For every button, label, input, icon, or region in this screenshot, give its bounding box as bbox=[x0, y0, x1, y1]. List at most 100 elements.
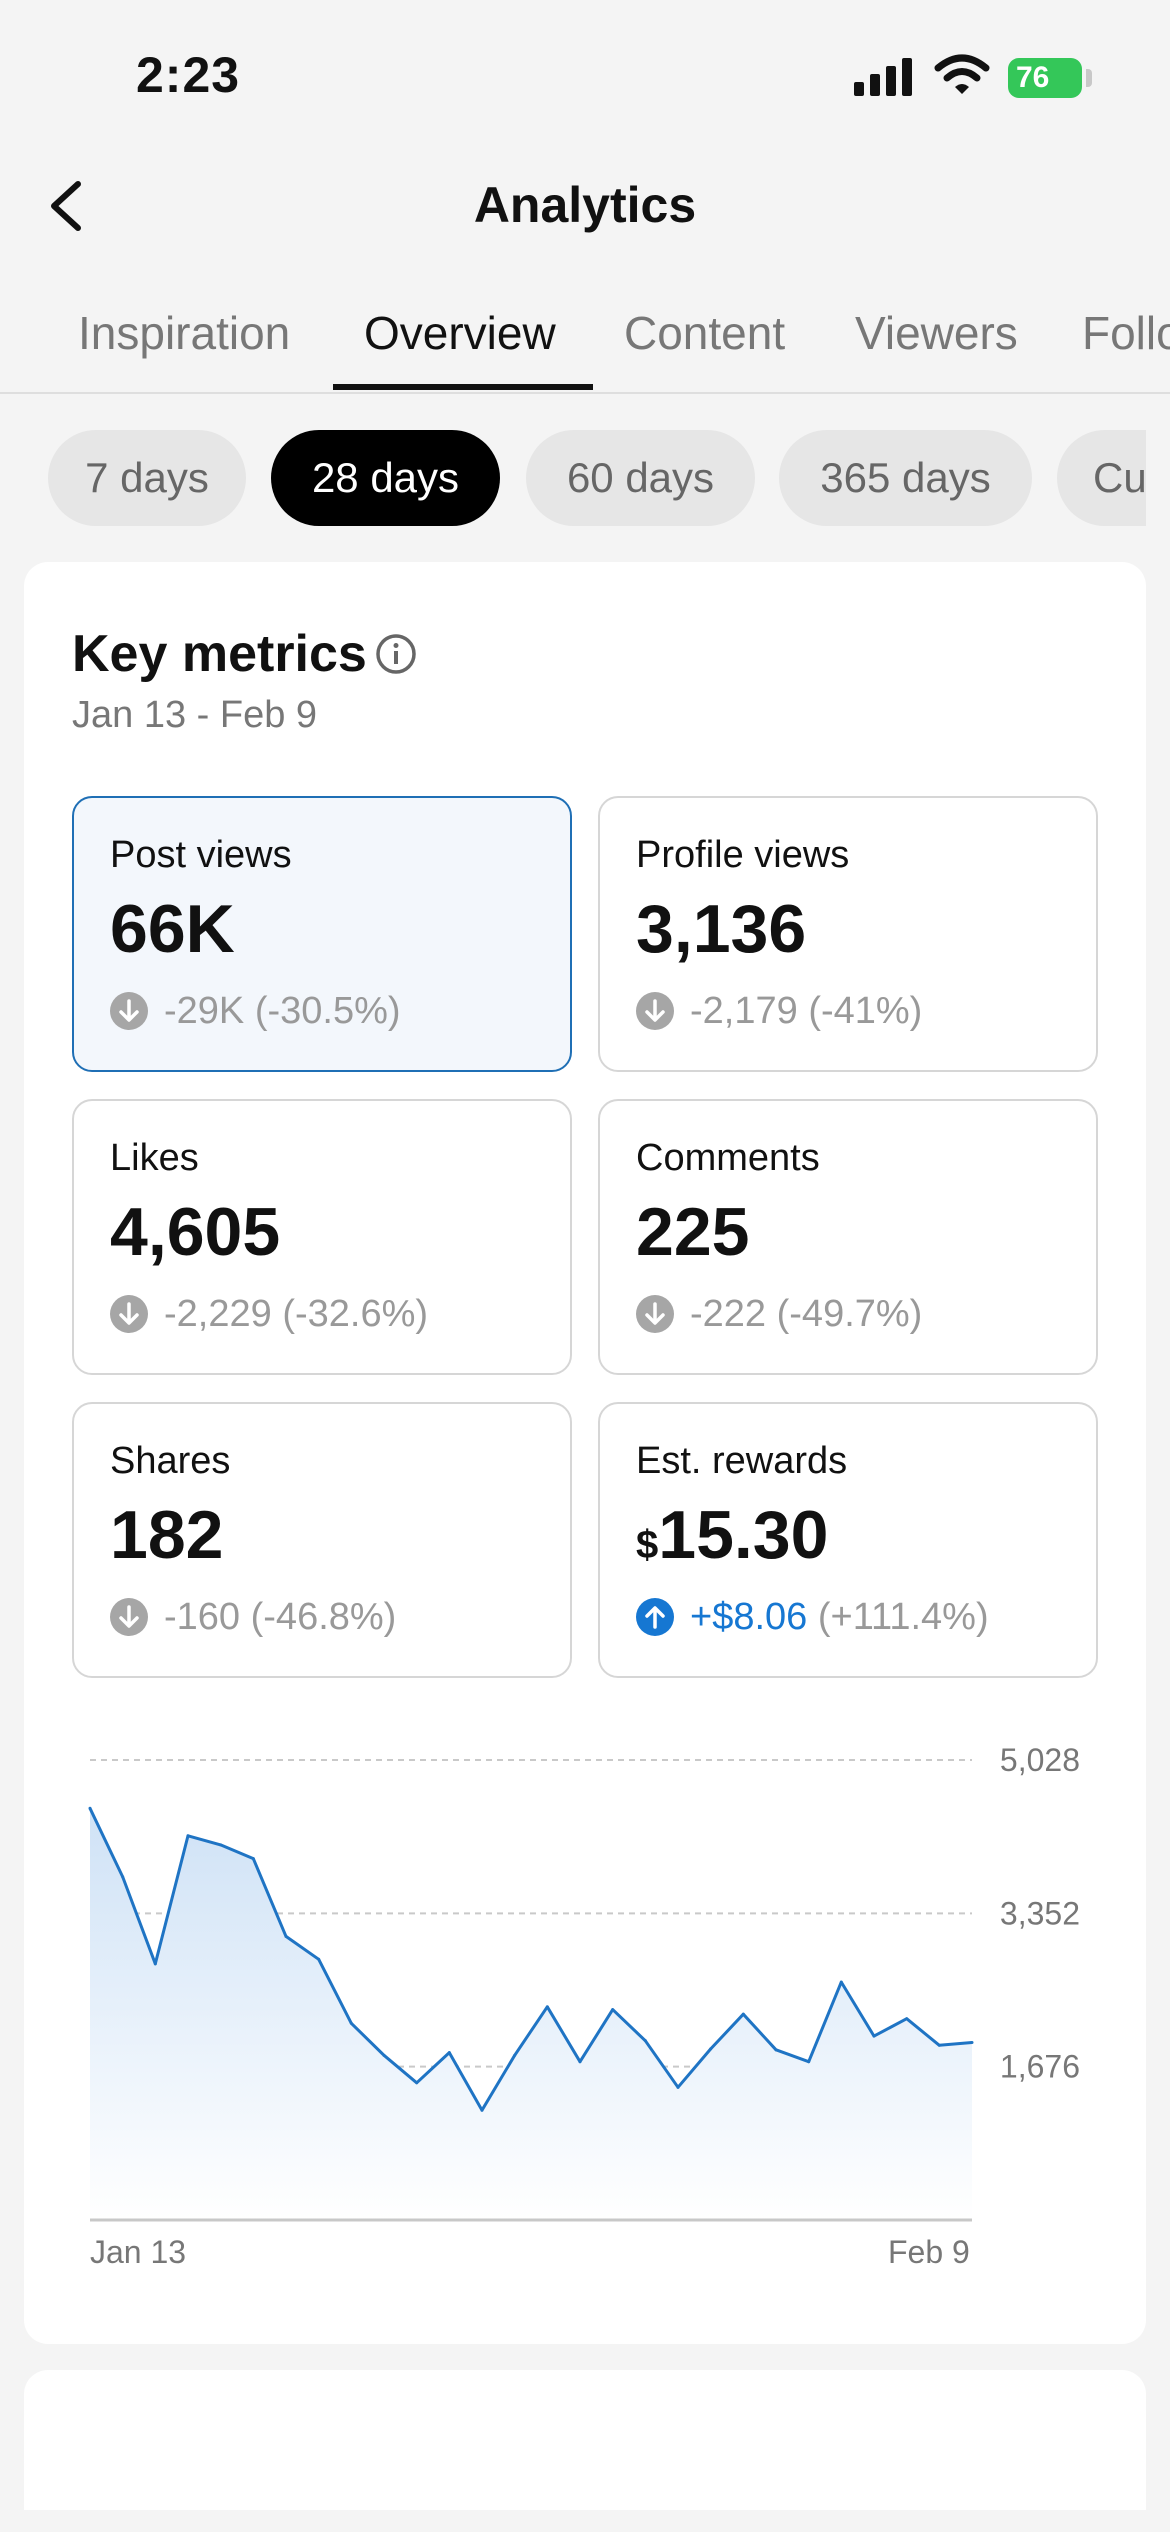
chart-data-point bbox=[88, 1806, 92, 1810]
metric-value: 66K bbox=[110, 891, 235, 967]
tab-content[interactable]: Content bbox=[624, 307, 786, 359]
chart-data-point bbox=[970, 2041, 974, 2045]
rewards-amount: 15.30 bbox=[658, 1497, 829, 1573]
chip-365-days[interactable]: 365 days bbox=[779, 430, 1032, 526]
post-views-chart: 5,028 3,352 1,676 bbox=[88, 1742, 1080, 2222]
tab-viewers[interactable]: Viewers bbox=[855, 307, 1018, 359]
arrow-down-circle-icon bbox=[110, 992, 148, 1030]
date-range: Jan 13 - Feb 9 bbox=[72, 694, 318, 736]
metric-tile-shares[interactable]: Shares 182 -160 (-46.8%) bbox=[72, 1402, 572, 1678]
tab-inspiration[interactable]: Inspiration bbox=[78, 307, 291, 359]
chart-data-point bbox=[774, 2048, 778, 2052]
tab-followers[interactable]: Follo bbox=[1082, 307, 1170, 359]
chart-data-point bbox=[872, 2034, 876, 2038]
metric-delta: -2,229 (-32.6%) bbox=[110, 1293, 428, 1336]
chart-data-point bbox=[447, 2051, 451, 2055]
page-title: Analytics bbox=[473, 177, 697, 233]
chart-data-point bbox=[480, 2108, 484, 2112]
info-icon[interactable] bbox=[374, 632, 418, 676]
delta-value: -160 bbox=[164, 1596, 241, 1638]
metric-delta: -29K (-30.5%) bbox=[110, 990, 401, 1033]
key-metrics-title: Key metrics bbox=[72, 625, 367, 683]
x-axis-end-label: Feb 9 bbox=[888, 2234, 970, 2270]
battery-indicator: 76 bbox=[1008, 58, 1082, 98]
metric-delta: -160 (-46.8%) bbox=[110, 1596, 396, 1639]
delta-percent: (-49.7%) bbox=[776, 1293, 923, 1335]
active-tab-indicator bbox=[333, 384, 593, 390]
chart-data-point bbox=[905, 2017, 909, 2021]
arrow-up-circle-icon bbox=[636, 1598, 674, 1636]
metric-delta: -222 (-49.7%) bbox=[636, 1293, 922, 1336]
chart-data-point bbox=[676, 2085, 680, 2089]
metric-label: Post views bbox=[110, 834, 292, 876]
chart-data-point bbox=[839, 1980, 843, 1984]
tab-overview[interactable]: Overview bbox=[364, 307, 556, 359]
status-time: 2:23 bbox=[136, 47, 241, 103]
chart-series-line bbox=[88, 1807, 973, 2112]
back-arrow-icon[interactable] bbox=[40, 170, 100, 240]
chart-data-point bbox=[611, 2008, 615, 2012]
arrow-down-circle-icon bbox=[110, 1598, 148, 1636]
metric-tile-est-rewards[interactable]: Est. rewards $15.30 +$8.06 (+111.4%) bbox=[598, 1402, 1098, 1678]
signal-icon bbox=[854, 58, 912, 96]
next-section-card bbox=[24, 2370, 1146, 2510]
delta-percent: (-30.5%) bbox=[254, 990, 401, 1032]
delta-value: -222 bbox=[690, 1293, 767, 1335]
delta-percent: (-41%) bbox=[808, 990, 923, 1032]
delta-percent: (-32.6%) bbox=[282, 1293, 429, 1335]
chip-7-days[interactable]: 7 days bbox=[48, 430, 246, 526]
chart-data-point bbox=[415, 2081, 419, 2085]
chip-60-days[interactable]: 60 days bbox=[526, 430, 755, 526]
metric-label: Comments bbox=[636, 1137, 820, 1179]
tabs-divider bbox=[0, 392, 1170, 394]
chart-data-point bbox=[578, 2060, 582, 2064]
metric-tile-post-views[interactable]: Post views 66K -29K (-30.5%) bbox=[72, 796, 572, 1072]
metric-value: $15.30 bbox=[636, 1496, 828, 1574]
metric-tile-profile-views[interactable]: Profile views 3,136 -2,179 (-41%) bbox=[598, 796, 1098, 1072]
chart-data-point bbox=[709, 2047, 713, 2051]
chart-data-point bbox=[121, 1875, 125, 1879]
wifi-icon bbox=[934, 54, 990, 94]
delta-value: -2,229 bbox=[164, 1293, 272, 1335]
currency-symbol: $ bbox=[636, 1523, 659, 1567]
metric-value: 4,605 bbox=[110, 1194, 281, 1270]
chart-data-point bbox=[186, 1834, 190, 1838]
y-axis-tick-label: 1,676 bbox=[1000, 2049, 1080, 2085]
chart-data-point bbox=[382, 2053, 386, 2057]
chart-data-point bbox=[251, 1857, 255, 1861]
chart-data-point bbox=[807, 2060, 811, 2064]
delta-percent: (+111.4%) bbox=[817, 1596, 989, 1638]
delta-value: -2,179 bbox=[690, 990, 798, 1032]
chart-data-point bbox=[545, 2005, 549, 2009]
metric-value: 182 bbox=[110, 1497, 224, 1573]
arrow-down-circle-icon bbox=[636, 992, 674, 1030]
chip-28-days[interactable]: 28 days bbox=[271, 430, 500, 526]
metric-label: Est. rewards bbox=[636, 1440, 848, 1482]
chart-data-point bbox=[741, 2012, 745, 2016]
chart-data-point bbox=[153, 1962, 157, 1966]
chart-data-point bbox=[937, 2043, 941, 2047]
chart-data-point bbox=[349, 2021, 353, 2025]
tab-followers-clip: Follo bbox=[1082, 300, 1170, 370]
metric-value: 3,136 bbox=[636, 891, 807, 967]
y-axis-tick-label: 5,028 bbox=[1000, 1742, 1080, 1778]
metric-tile-likes[interactable]: Likes 4,605 -2,229 (-32.6%) bbox=[72, 1099, 572, 1375]
period-selector: 7 days 28 days 60 days 365 days Cu bbox=[0, 430, 1146, 526]
arrow-down-circle-icon bbox=[110, 1295, 148, 1333]
metric-label: Likes bbox=[110, 1137, 199, 1179]
arrow-down-circle-icon bbox=[636, 1295, 674, 1333]
chart-area-fill bbox=[90, 1808, 972, 2220]
chart-data-point bbox=[643, 2039, 647, 2043]
metric-delta: -2,179 (-41%) bbox=[636, 990, 922, 1033]
chip-custom[interactable]: Cu bbox=[1057, 430, 1146, 526]
chart-data-point bbox=[284, 1934, 288, 1938]
metric-tile-comments[interactable]: Comments 225 -222 (-49.7%) bbox=[598, 1099, 1098, 1375]
metric-label: Shares bbox=[110, 1440, 231, 1482]
metric-label: Profile views bbox=[636, 834, 850, 876]
delta-value: -29K bbox=[164, 990, 245, 1032]
x-axis-start-label: Jan 13 bbox=[90, 2234, 187, 2270]
delta-value: +$8.06 bbox=[690, 1596, 808, 1638]
chart-data-point bbox=[513, 2053, 517, 2057]
metric-delta: +$8.06 (+111.4%) bbox=[636, 1596, 989, 1639]
battery-cap bbox=[1086, 69, 1092, 87]
